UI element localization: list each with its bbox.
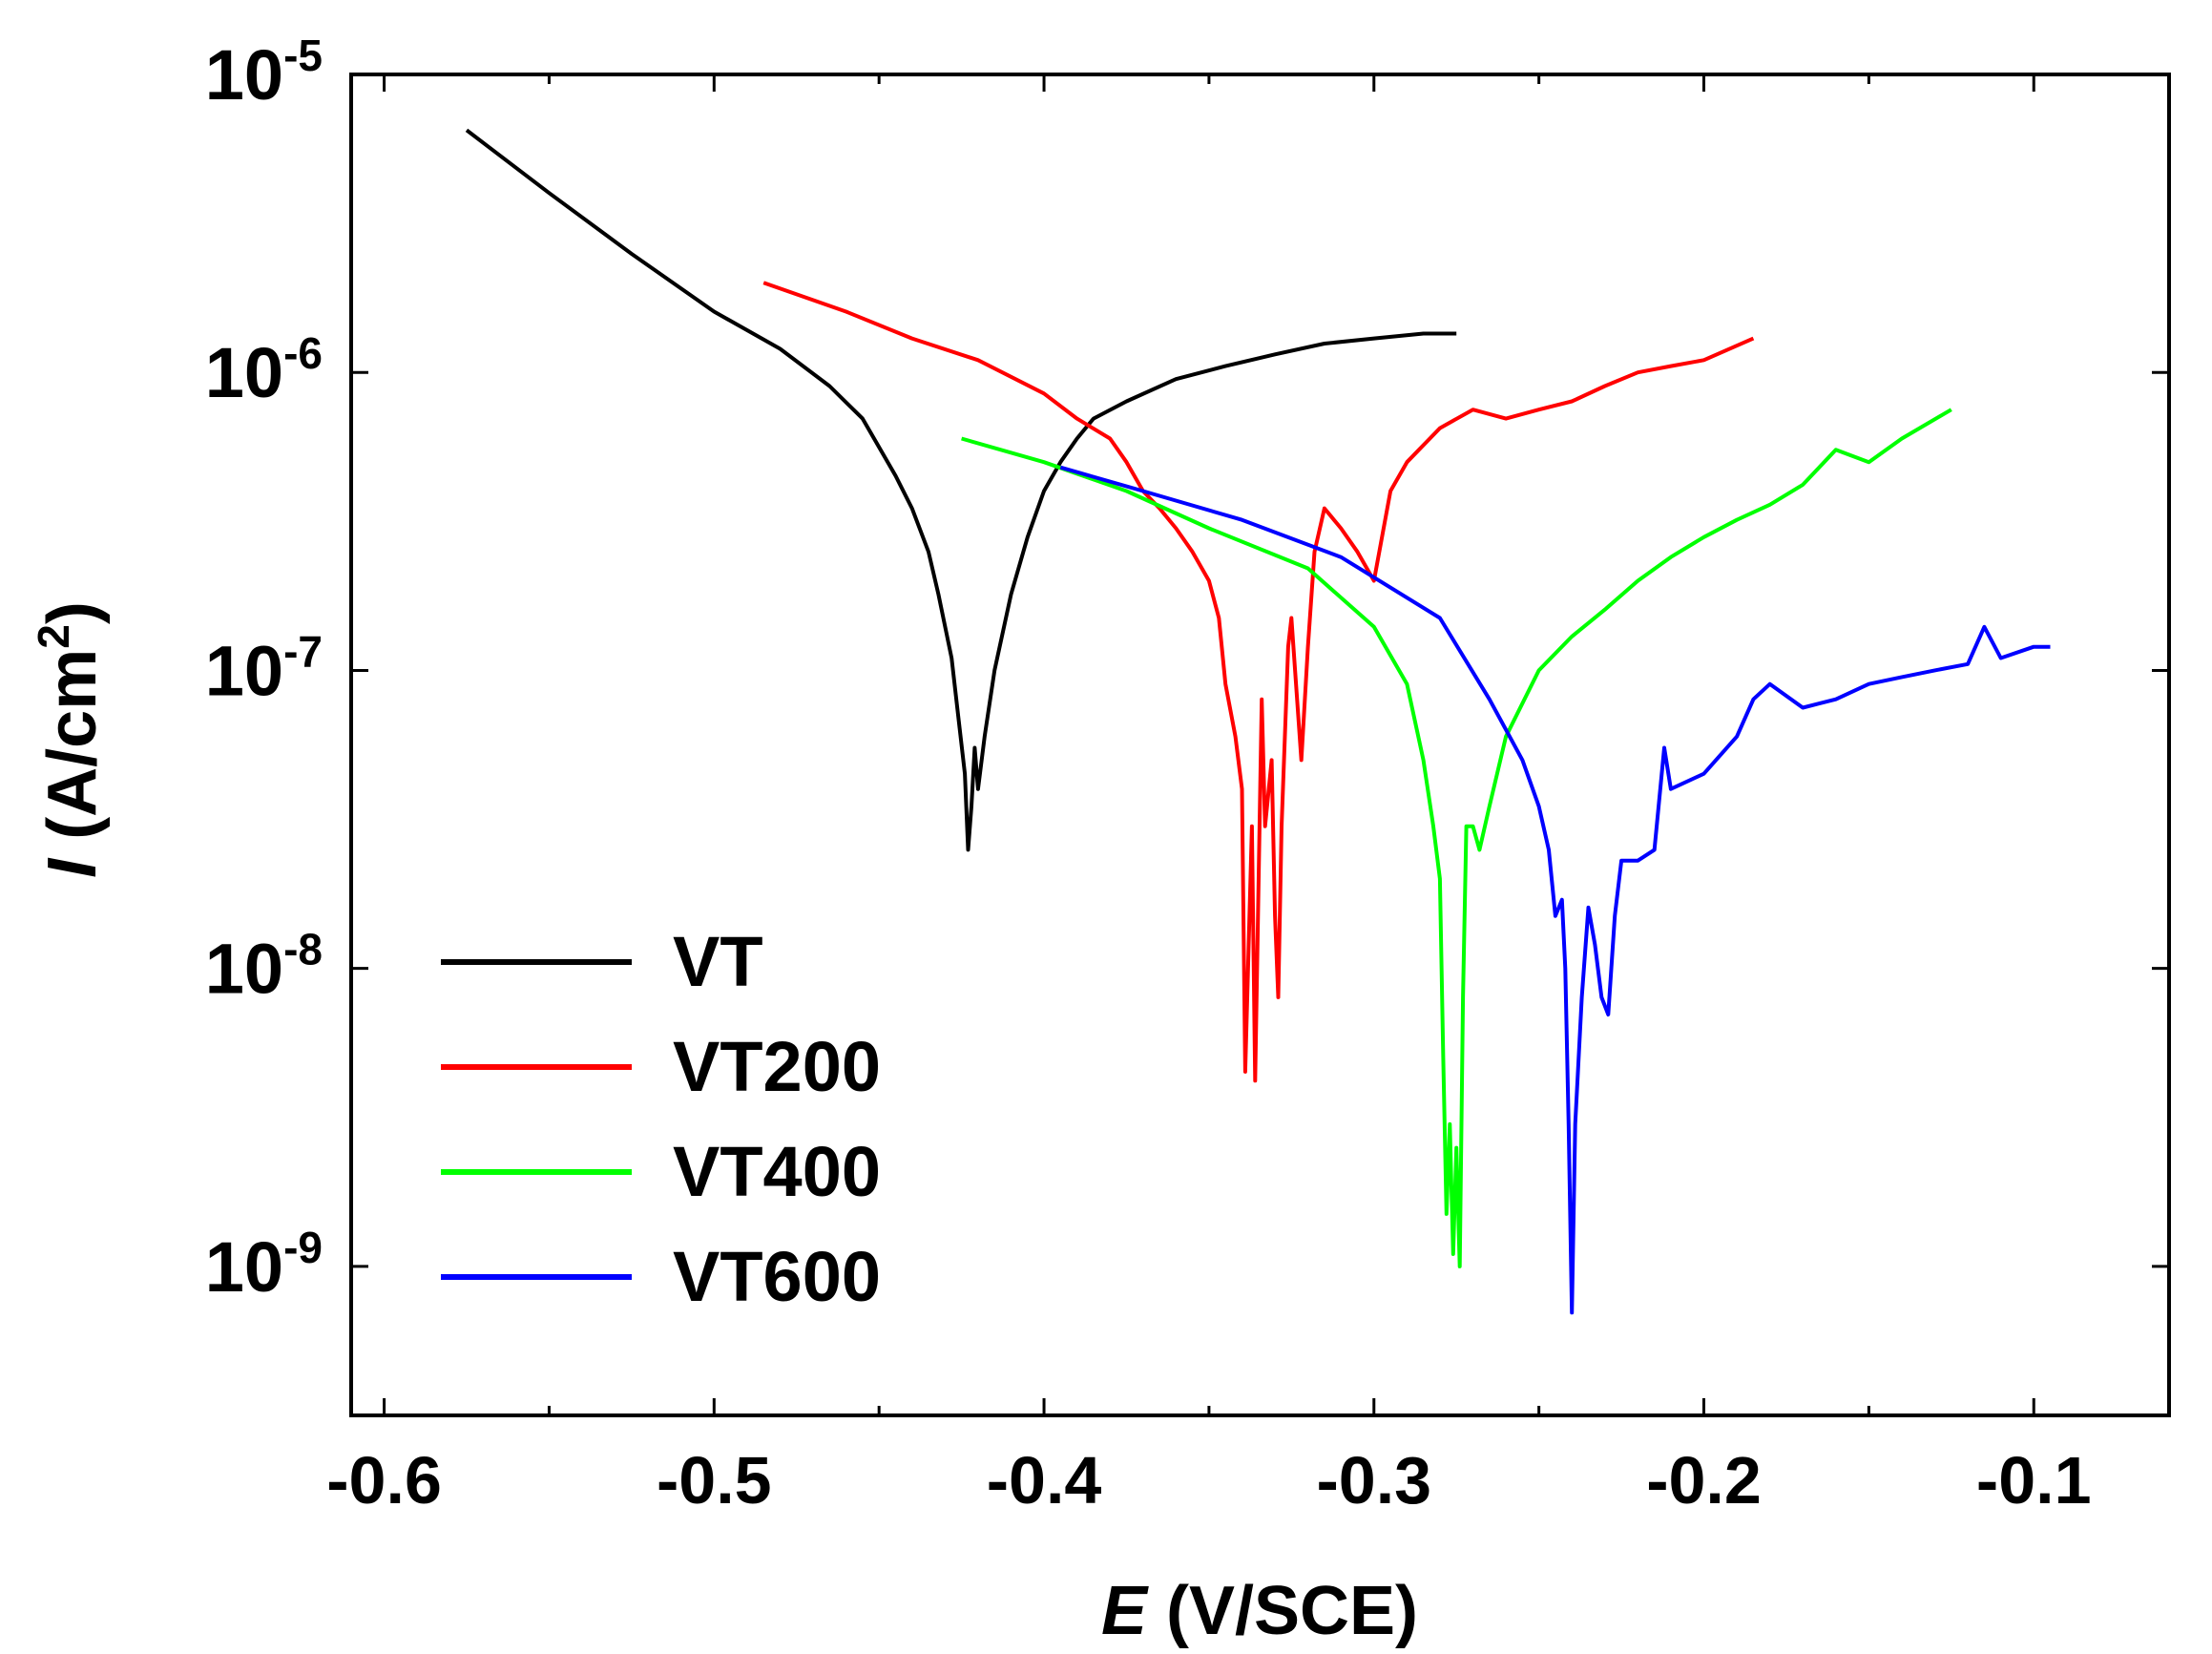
y-axis-ticks: 10-510-610-710-810-9 — [205, 31, 2169, 1307]
y-tick-base: 10 — [205, 631, 283, 710]
y-tick-exponent: -5 — [283, 31, 323, 80]
x-tick-label: -0.5 — [657, 1443, 772, 1518]
y-axis-title-sup: 2 — [29, 624, 78, 649]
x-axis-ticks: -0.6 -0.5 -0.4 -0.3 -0.2 -0.1 — [326, 74, 2092, 1518]
y-tick-label: 10-5 — [205, 31, 323, 115]
x-tick-label: -0.6 — [326, 1443, 442, 1518]
y-tick-label: 10-7 — [205, 626, 323, 710]
legend-label-vt: VT — [673, 922, 763, 1001]
y-axis-title-rest: (A/cm — [34, 649, 111, 859]
series-line-vt200 — [762, 281, 1755, 1083]
y-axis-title-var: I — [34, 857, 111, 878]
x-axis-title-rest: (V/SCE) — [1147, 1573, 1418, 1649]
y-tick-base: 10 — [205, 35, 283, 115]
series-line-vt600 — [1059, 465, 2051, 1315]
x-axis-title-var: E — [1101, 1573, 1149, 1649]
x-tick-label: -0.2 — [1646, 1443, 1762, 1518]
y-axis-title: I (A/cm2) — [29, 601, 111, 878]
x-tick-label: -0.3 — [1316, 1443, 1431, 1518]
y-axis-title-close: ) — [34, 601, 111, 624]
x-axis-title: E (V/SCE) — [1101, 1573, 1418, 1649]
legend-label-vt200: VT200 — [673, 1027, 881, 1106]
y-tick-exponent: -9 — [283, 1223, 323, 1272]
y-tick-exponent: -6 — [283, 328, 323, 378]
legend-label-vt600: VT600 — [673, 1237, 881, 1316]
series-layer — [465, 128, 2051, 1315]
x-tick-label: -0.4 — [987, 1443, 1102, 1518]
y-tick-base: 10 — [205, 333, 283, 412]
series-line-vt — [465, 128, 1457, 852]
series-line-vt400 — [961, 408, 1952, 1268]
y-tick-exponent: -8 — [283, 925, 323, 974]
y-tick-label: 10-6 — [205, 328, 323, 412]
y-tick-exponent: -7 — [283, 626, 323, 676]
plot-frame — [349, 73, 2171, 1417]
legend-label-vt400: VT400 — [673, 1132, 881, 1211]
y-tick-label: 10-8 — [205, 925, 323, 1009]
legend: VT VT200 VT400 VT600 — [441, 922, 881, 1316]
x-tick-label: -0.1 — [1976, 1443, 2092, 1518]
y-tick-base: 10 — [205, 1227, 283, 1307]
y-tick-base: 10 — [205, 930, 283, 1009]
y-tick-label: 10-9 — [205, 1223, 323, 1307]
